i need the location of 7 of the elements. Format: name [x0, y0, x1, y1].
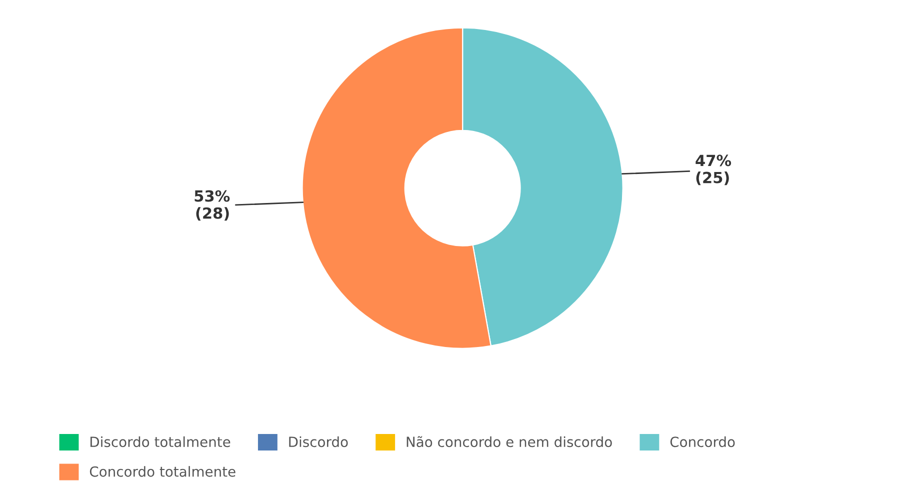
legend-label: Concordo totalmente: [90, 466, 236, 477]
legend-label: Concordo: [670, 436, 735, 448]
legend-label: Não concordo e nem discordo: [406, 436, 612, 448]
data-label: 47% (25): [696, 154, 732, 186]
data-label: 53% (28): [194, 190, 230, 221]
legend-label: Discordo totalmente: [90, 436, 230, 448]
legend-label: Discordo: [289, 436, 348, 448]
